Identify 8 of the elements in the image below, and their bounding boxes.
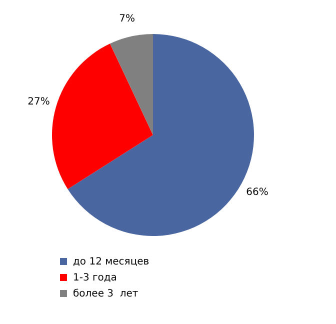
data-label: 7% <box>119 14 135 25</box>
pie-slice <box>110 34 153 135</box>
legend-label: 1-3 года <box>73 272 117 284</box>
legend-label: до 12 месяцев <box>73 256 150 268</box>
data-label: 66% <box>246 187 268 198</box>
legend-label: более 3 лет <box>73 288 138 300</box>
data-label: 27% <box>28 96 50 108</box>
pie-slice <box>52 44 153 190</box>
